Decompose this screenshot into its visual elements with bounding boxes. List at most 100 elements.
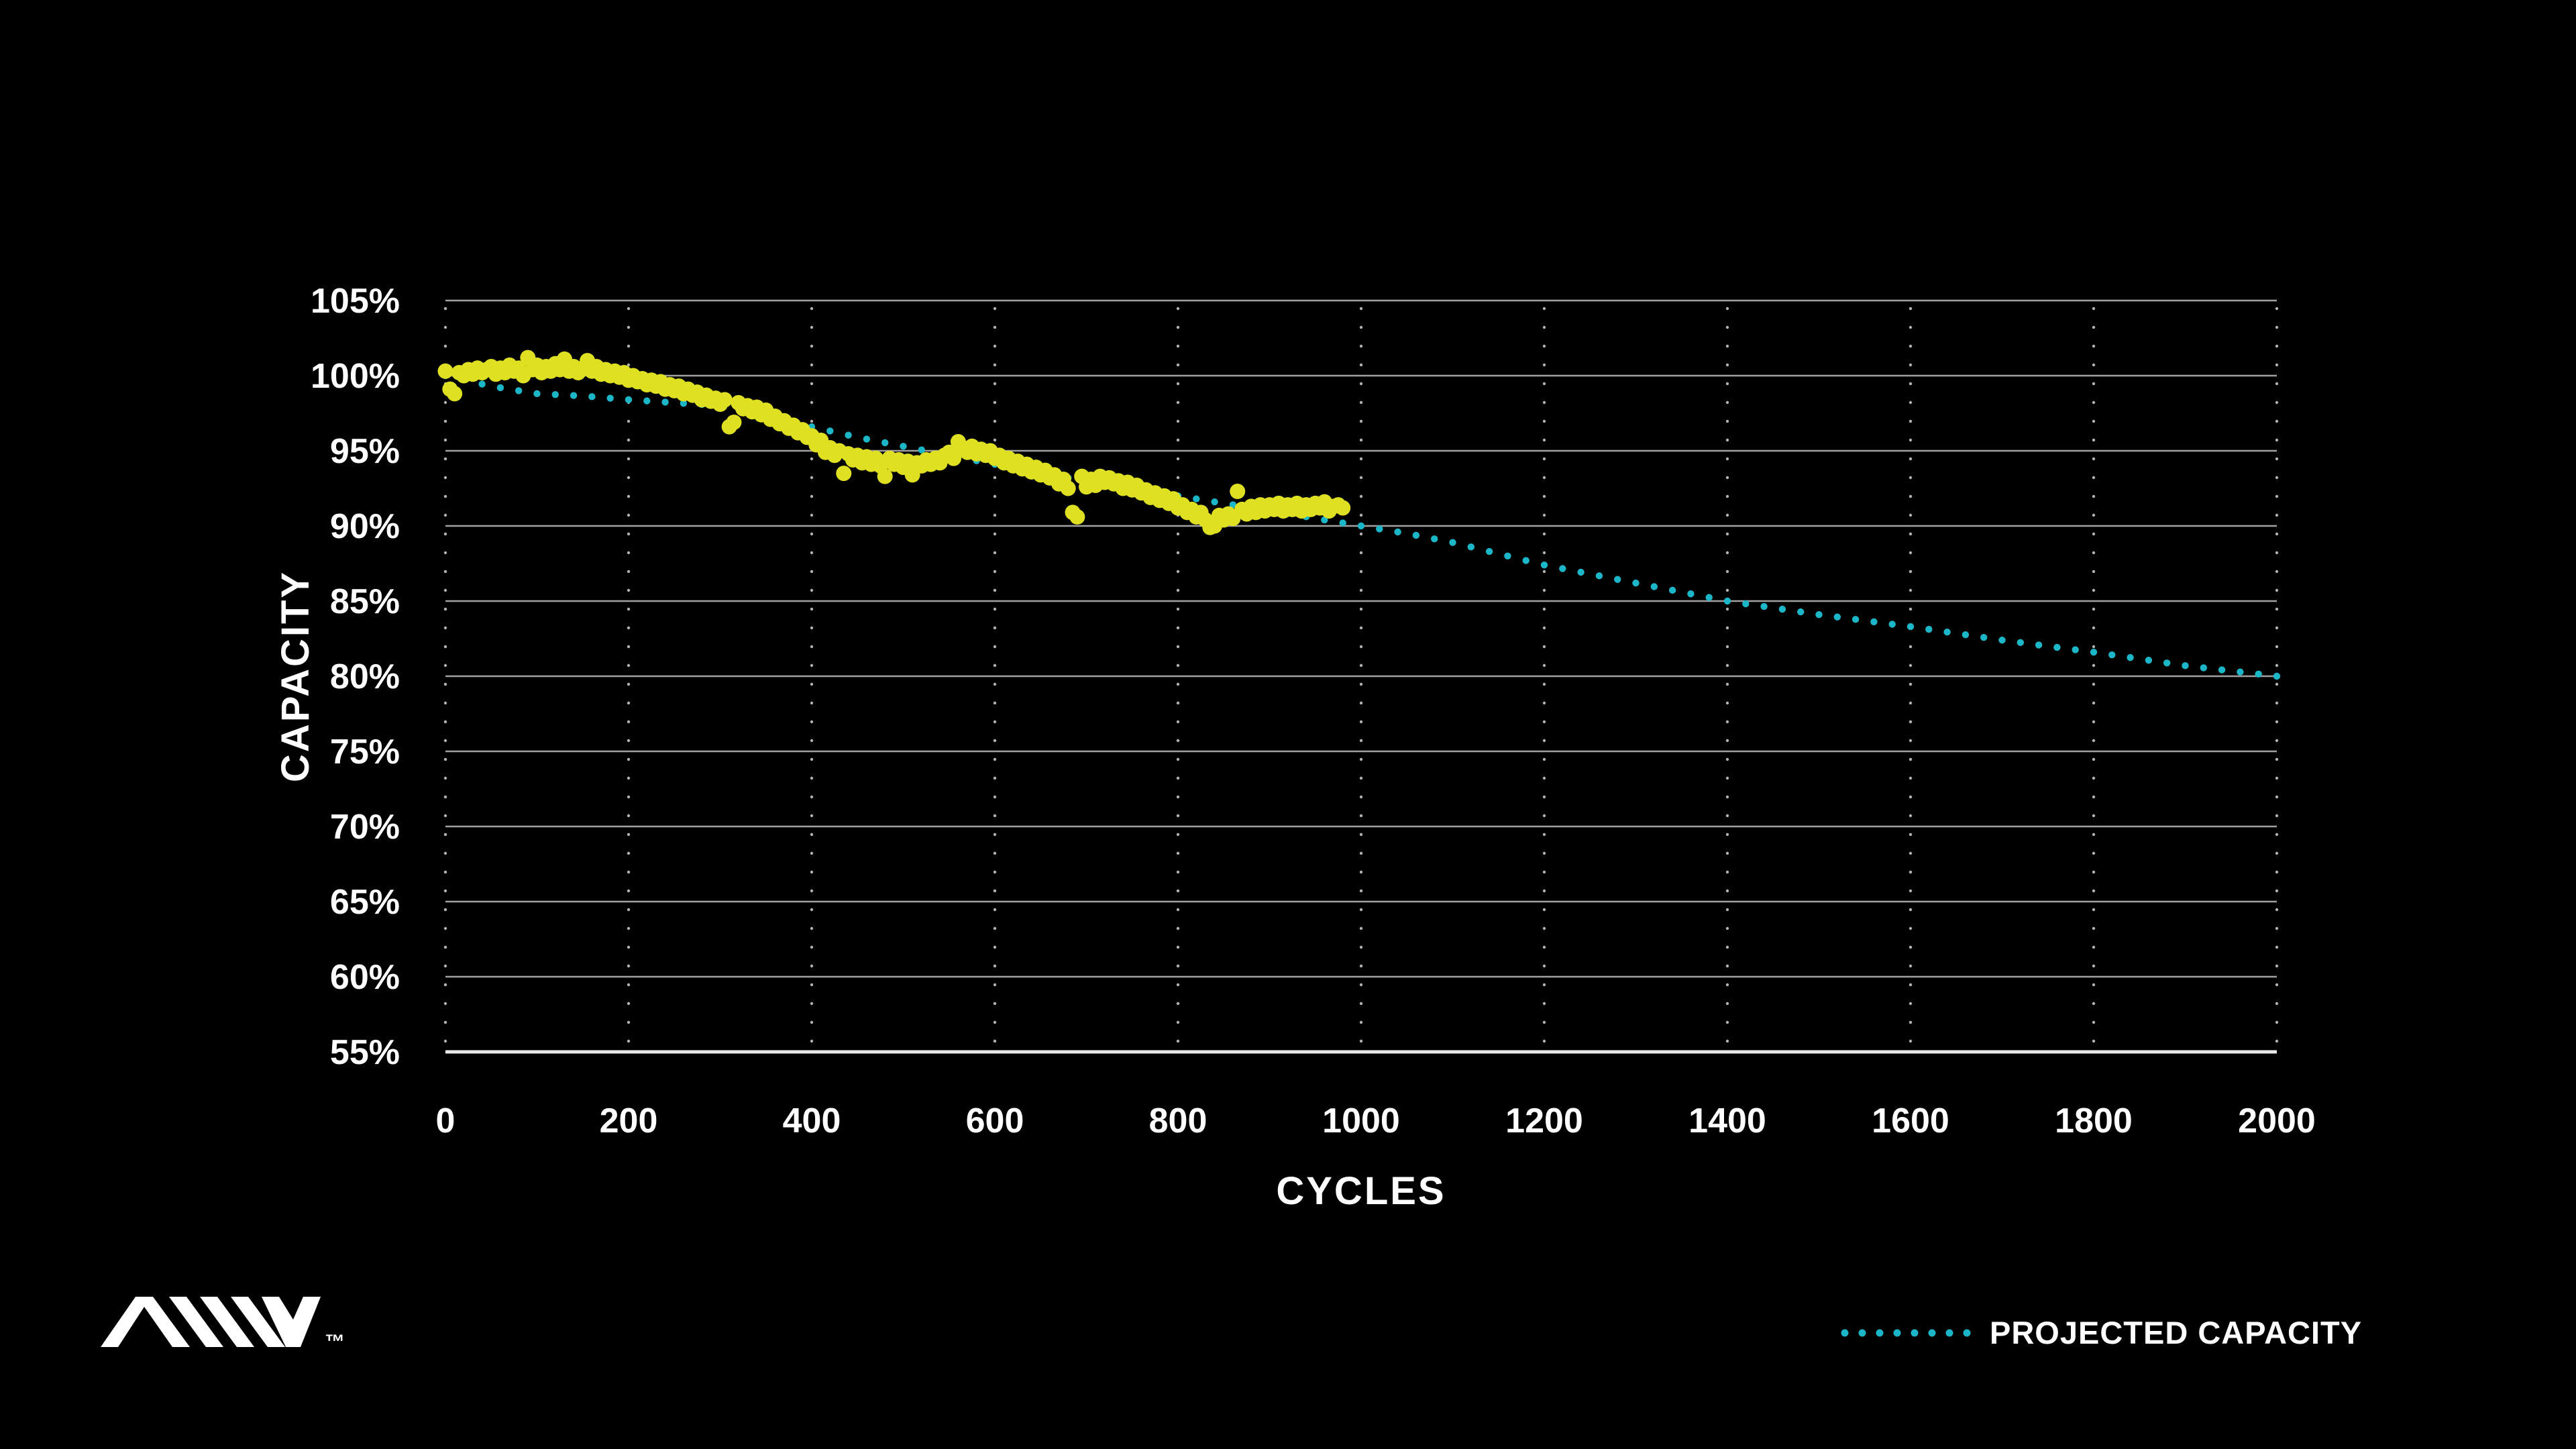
x-axis-title: CYCLES xyxy=(1276,1169,1446,1213)
gridline-dot xyxy=(810,419,814,423)
gridline-dot xyxy=(1176,626,1180,630)
gridline-dot xyxy=(627,457,631,461)
gridline-dot xyxy=(993,795,997,799)
measured-capacity-point xyxy=(1230,483,1246,499)
gridline-dot xyxy=(1725,908,1729,912)
gridline-dot xyxy=(443,814,447,818)
gridline-dot xyxy=(2092,438,2096,442)
projected-capacity-dot xyxy=(1778,605,1786,613)
gridline-dot xyxy=(627,814,631,818)
gridline-dot xyxy=(443,889,447,893)
gridline-dot xyxy=(1176,851,1180,855)
gridline-dot xyxy=(1176,739,1180,743)
gridline-dot xyxy=(1725,513,1729,517)
gridline-dot xyxy=(627,1002,631,1006)
projected-capacity-dot xyxy=(1504,552,1511,559)
gridline-dot xyxy=(993,663,997,667)
projected-capacity-dot xyxy=(1431,535,1438,543)
gridline-dot xyxy=(810,645,814,649)
legend-swatch-dot xyxy=(1911,1329,1919,1337)
gridline-dot xyxy=(2092,701,2096,705)
projected-capacity-dot xyxy=(1962,631,1970,639)
gridline-dot xyxy=(1542,889,1546,893)
gridline-dot xyxy=(1725,363,1729,367)
gridline-dot xyxy=(1359,382,1363,386)
gridline-dot xyxy=(2092,307,2096,311)
gridline-dot xyxy=(1542,532,1546,536)
gridline-dot xyxy=(1359,795,1363,799)
gridline-dot xyxy=(993,833,997,837)
y-tick-label: 70% xyxy=(330,808,400,847)
gridline-dot xyxy=(2092,645,2096,649)
gridline-dot xyxy=(2275,663,2279,667)
gridline-dot xyxy=(443,645,447,649)
gridline-dot xyxy=(1359,307,1363,311)
gridline-dot xyxy=(1176,438,1180,442)
projected-capacity-dot xyxy=(1687,590,1695,598)
gridline-dot xyxy=(1542,814,1546,818)
gridline-dot xyxy=(627,945,631,949)
gridline-dot xyxy=(1542,945,1546,949)
gridline-dot xyxy=(810,1002,814,1006)
gridline-dot xyxy=(1176,532,1180,536)
gridline-dot xyxy=(627,908,631,912)
gridline-dot xyxy=(993,588,997,592)
gridline-dot xyxy=(1909,457,1913,461)
gridline-dot xyxy=(1176,776,1180,780)
gridline-dot xyxy=(1725,438,1729,442)
gridline-dot xyxy=(443,344,447,348)
gridline-dot xyxy=(1359,626,1363,630)
gridline-dot xyxy=(993,870,997,874)
gridline-dot xyxy=(1176,1020,1180,1024)
gridline-dot xyxy=(993,720,997,724)
gridline-dot xyxy=(1725,663,1729,667)
gridline-dot xyxy=(1542,494,1546,498)
gridline-dot xyxy=(627,739,631,743)
gridline-dot xyxy=(1176,457,1180,461)
gridline-dot xyxy=(1909,344,1913,348)
projected-capacity-dot xyxy=(1907,623,1915,631)
gridline-dot xyxy=(627,626,631,630)
gridline-dot xyxy=(627,513,631,517)
gridline-dot xyxy=(1176,419,1180,423)
gridline-dot xyxy=(2275,795,2279,799)
projected-capacity-dot xyxy=(1888,621,1896,628)
gridline-dot xyxy=(1176,1039,1180,1043)
gridline-dot xyxy=(627,1020,631,1024)
legend: PROJECTED CAPACITY xyxy=(1841,1315,2361,1350)
projected-capacity-dot xyxy=(1412,531,1420,539)
gridline-dot xyxy=(443,908,447,912)
gridline-dot xyxy=(1909,438,1913,442)
gridline-dot xyxy=(627,494,631,498)
gridline-dot xyxy=(1725,419,1729,423)
gridline-dot xyxy=(810,682,814,686)
projected-capacity-dot xyxy=(2053,643,2061,651)
gridline-dot xyxy=(443,626,447,630)
gridline-dot xyxy=(1725,833,1729,837)
gridline-dot xyxy=(443,682,447,686)
gridline-dot xyxy=(1725,400,1729,405)
gridline-dot xyxy=(1725,476,1729,480)
gridline-dot xyxy=(1725,739,1729,743)
gridline-dot xyxy=(1176,363,1180,367)
gridline-dot xyxy=(1725,607,1729,611)
gridline-dot xyxy=(1725,307,1729,311)
x-axis-tick-labels: 0 200 400 600 800 1000 1200 1400 1600 1800 2000 xyxy=(436,1102,2316,1140)
gridline-dot xyxy=(443,983,447,987)
gridline-dot xyxy=(443,833,447,837)
gridline-dot xyxy=(2275,363,2279,367)
projected-capacity-dot xyxy=(918,446,926,453)
gridline-dot xyxy=(1725,1039,1729,1043)
projected-capacity-dot xyxy=(570,392,578,399)
gridline-dot xyxy=(2275,494,2279,498)
gridline-dot xyxy=(2275,457,2279,461)
gridline-dot xyxy=(1542,851,1546,855)
gridline-dot xyxy=(993,325,997,329)
gridline-dot xyxy=(1542,964,1546,968)
gridline-dot xyxy=(443,964,447,968)
gridline-dot xyxy=(1909,1002,1913,1006)
gridline-dot xyxy=(1542,720,1546,724)
gridline-dot xyxy=(1909,363,1913,367)
gridline-dot xyxy=(443,739,447,743)
gridline-dot xyxy=(443,720,447,724)
